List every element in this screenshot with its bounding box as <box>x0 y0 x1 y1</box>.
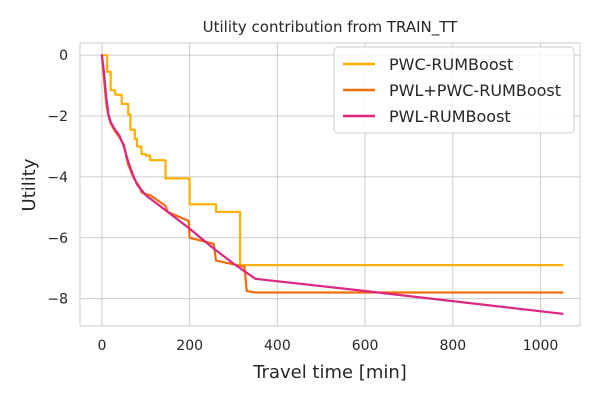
x-tick-label: 400 <box>264 338 291 354</box>
x-tick-label: 600 <box>352 338 379 354</box>
x-axis-label: Travel time [min] <box>252 362 407 383</box>
x-tick-label: 800 <box>439 338 466 354</box>
y-tick-label: −2 <box>47 109 68 125</box>
x-tick-label: 1000 <box>523 338 559 354</box>
series-lines <box>100 54 564 315</box>
legend-label: PWC-RUMBoost <box>389 55 513 74</box>
plot-area-frame <box>79 42 581 327</box>
tick-labels: 0 200 400 600 800 1000 0 −2 −4 −6 −8 <box>47 48 558 354</box>
y-tick-label: −8 <box>47 292 68 308</box>
series-line-0 <box>100 54 564 267</box>
y-tick-label: −4 <box>47 170 68 186</box>
legend-box <box>333 46 575 134</box>
chart-title: Utility contribution from TRAIN_TT <box>203 18 459 37</box>
legend-label: PWL-RUMBoost <box>389 107 511 126</box>
legend-label: PWL+PWC-RUMBoost <box>389 81 561 100</box>
y-tick-label: 0 <box>59 48 68 64</box>
x-tick-label: 200 <box>176 338 203 354</box>
x-tick-label: 0 <box>97 338 106 354</box>
series-line-2 <box>100 54 564 315</box>
y-tick-label: −6 <box>47 231 68 247</box>
y-axis-label: Utility <box>19 158 40 211</box>
legend: PWC-RUMBoost PWL+PWC-RUMBoost PWL-RUMBoost <box>333 46 575 134</box>
